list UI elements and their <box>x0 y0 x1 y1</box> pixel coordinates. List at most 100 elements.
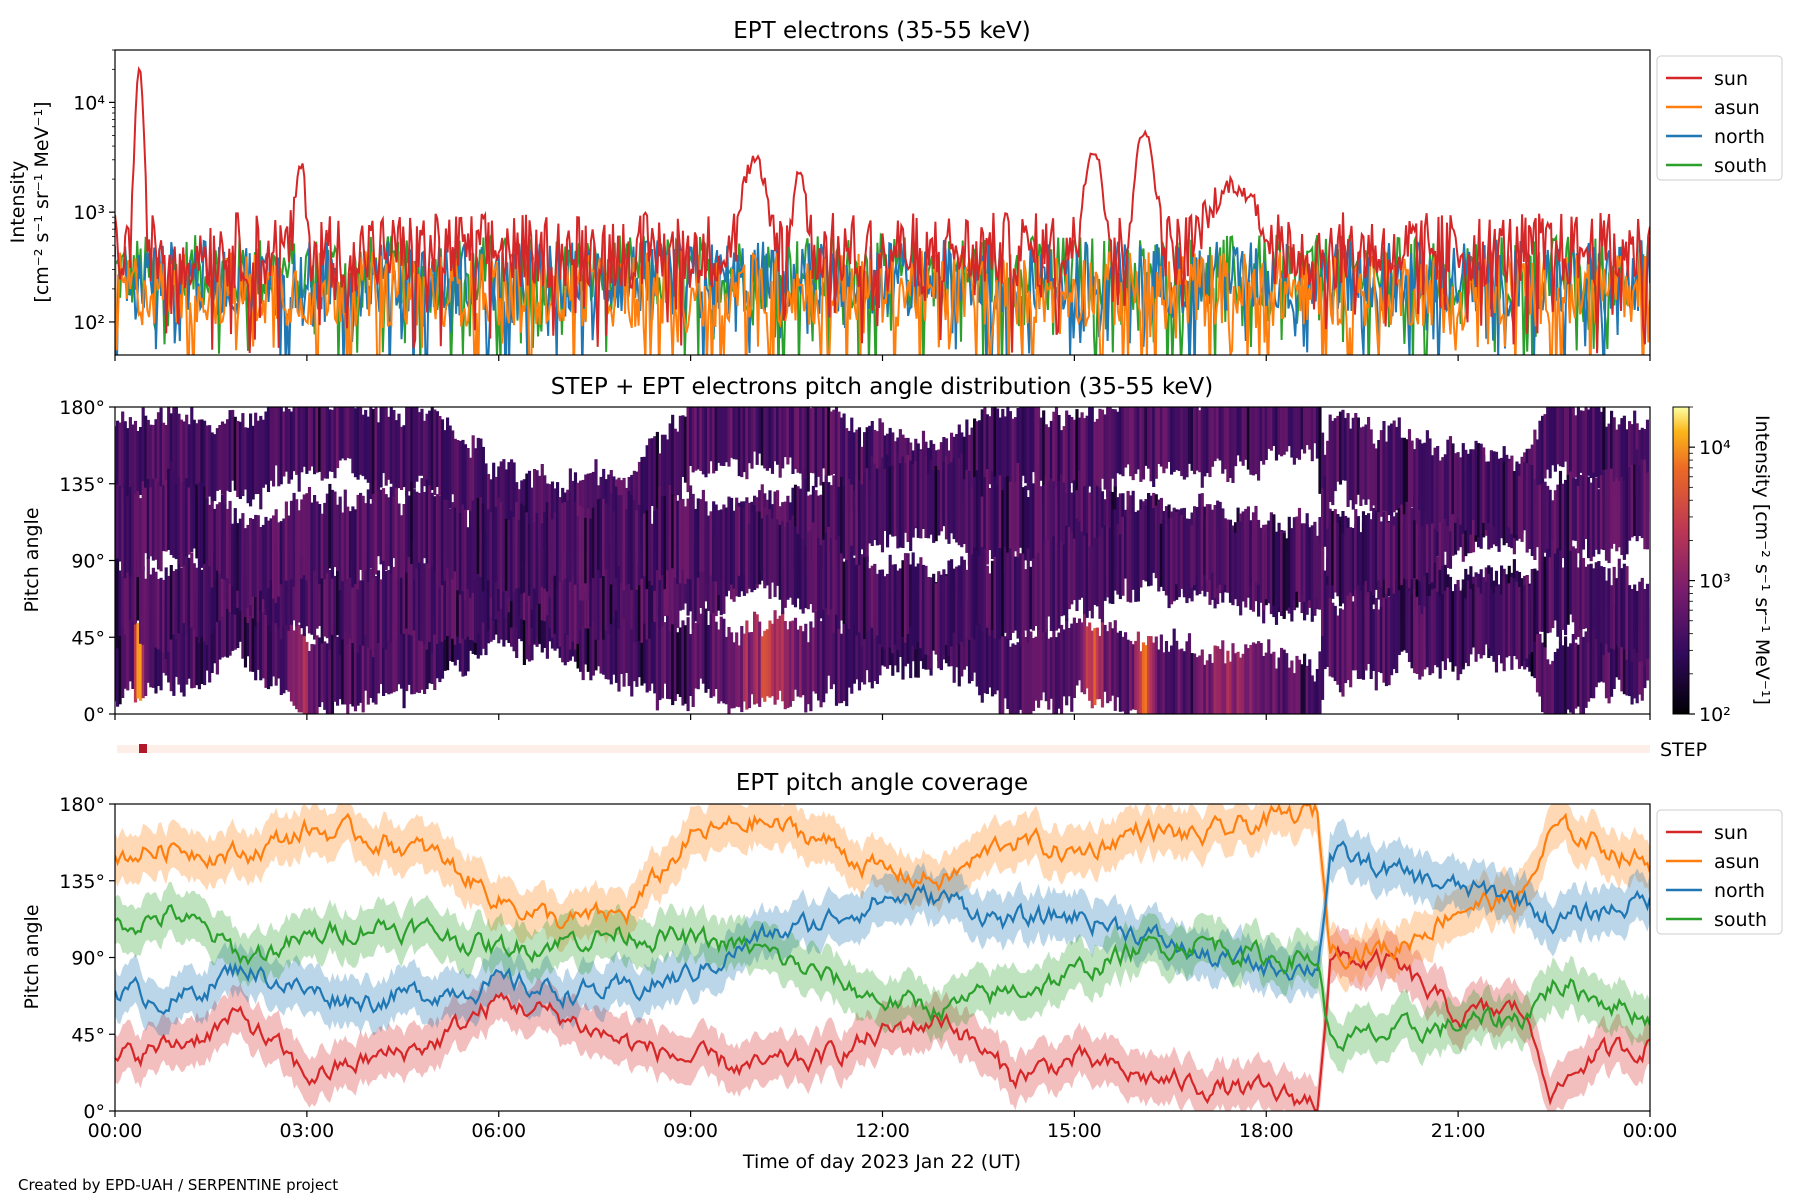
heatmap-cell <box>763 507 767 589</box>
heatmap-cell <box>944 576 949 645</box>
heatmap-cell <box>1323 476 1327 547</box>
heatmap-cell <box>822 481 826 569</box>
heatmap-cell <box>1602 407 1606 501</box>
heatmap-cell <box>834 489 839 554</box>
heatmap-cell <box>300 407 304 473</box>
heatmap-cell <box>584 474 588 551</box>
heatmap-cell <box>177 477 181 564</box>
heatmap-cell <box>353 408 358 478</box>
heatmap-cell <box>666 612 670 699</box>
heatmap-cell <box>1620 568 1624 648</box>
heatmap-cell <box>658 541 662 631</box>
heatmap-cell <box>118 570 122 636</box>
heatmap-cell <box>126 495 130 573</box>
heatmap-cell <box>714 504 718 582</box>
heatmap-cell <box>837 626 841 704</box>
heatmap-cell <box>1576 407 1580 496</box>
heatmap-cell <box>359 580 363 646</box>
heatmap-cell <box>1187 407 1192 464</box>
heatmap-cell <box>1126 407 1130 465</box>
heatmap-cell <box>553 556 557 634</box>
heatmap-cell <box>1323 570 1327 666</box>
heatmap-cell <box>819 407 823 486</box>
heatmap-cell <box>139 633 143 701</box>
heatmap-cell <box>804 623 808 713</box>
heatmap-cell <box>980 611 984 703</box>
heatmap-cell <box>1313 407 1317 444</box>
x-tick-label: 00:00 <box>1623 1120 1678 1142</box>
heatmap-cell <box>1116 523 1120 595</box>
heatmap-cell <box>952 568 956 633</box>
heatmap-cell <box>668 423 672 505</box>
heatmap-cell <box>407 407 411 492</box>
heatmap-cell <box>1303 523 1307 602</box>
heatmap-cell <box>832 475 836 565</box>
heatmap-cell <box>1548 489 1552 573</box>
heatmap-cell <box>1338 608 1343 693</box>
heatmap-cell <box>1561 567 1565 630</box>
heatmap-cell <box>568 557 572 650</box>
heatmap-cell <box>1451 591 1455 672</box>
heatmap-cell <box>730 632 734 709</box>
heatmap-cell <box>1607 568 1611 653</box>
heatmap-cell <box>1216 500 1220 588</box>
heatmap-cell <box>799 537 803 610</box>
heatmap-cell <box>1218 501 1222 585</box>
heatmap-cell <box>1065 493 1069 556</box>
heatmap-cell <box>269 407 273 481</box>
heatmap-cell <box>379 621 383 685</box>
heatmap-cell <box>1272 514 1276 606</box>
heatmap-cell <box>1423 496 1427 577</box>
heatmap-cell <box>1420 555 1424 619</box>
heatmap-cell <box>663 496 667 590</box>
heatmap-cell <box>151 567 155 645</box>
heatmap-cell <box>220 494 225 579</box>
heatmap-cell <box>131 619 135 689</box>
heatmap-cell <box>379 579 383 644</box>
heatmap-cell <box>305 558 309 627</box>
x-tick-label: 18:00 <box>1239 1120 1294 1142</box>
heatmap-cell <box>724 507 729 597</box>
heatmap-cell <box>1060 430 1064 498</box>
heatmap-cell <box>1384 510 1389 594</box>
heatmap-cell <box>1597 561 1601 656</box>
heatmap-cell <box>967 434 972 505</box>
heatmap-cell <box>476 569 480 634</box>
heatmap-cell <box>297 551 301 623</box>
heatmap-cell <box>1541 563 1545 632</box>
heatmap-cell <box>266 554 271 626</box>
heatmap-cell <box>200 569 204 638</box>
heatmap-cell <box>1106 631 1110 704</box>
heatmap-cell <box>558 561 562 647</box>
heatmap-cell <box>1535 439 1540 505</box>
heatmap-cell <box>382 617 386 696</box>
heatmap-cell <box>1441 457 1445 524</box>
heatmap-cell <box>1395 426 1399 511</box>
heatmap-cell <box>394 420 398 490</box>
heatmap-cell <box>172 473 176 558</box>
heatmap-cell <box>765 514 769 586</box>
heatmap-cell <box>282 563 286 627</box>
heatmap-cell <box>1341 533 1345 604</box>
heatmap-cell <box>310 644 314 714</box>
heatmap-cell <box>208 602 212 683</box>
heatmap-cell <box>1285 653 1289 714</box>
heatmap-cell <box>1610 410 1614 497</box>
heatmap-cell <box>891 465 895 537</box>
heatmap-cell <box>988 416 992 485</box>
heatmap-cell <box>753 505 757 590</box>
heatmap-cell <box>1282 533 1286 619</box>
heatmap-cell <box>126 428 130 501</box>
heatmap-cell <box>1640 459 1644 539</box>
heatmap-cell <box>405 407 409 497</box>
heatmap-cell <box>1310 407 1314 462</box>
heatmap-cell <box>1106 526 1110 598</box>
heatmap-cell <box>1571 477 1575 541</box>
heatmap-cell <box>996 485 1000 559</box>
heatmap-cell <box>139 427 143 495</box>
heatmap-cell <box>479 552 483 638</box>
heatmap-cell <box>840 633 844 704</box>
heatmap-cell <box>1118 630 1122 712</box>
heatmap-cell <box>1008 481 1012 557</box>
heatmap-cell <box>1410 548 1414 617</box>
